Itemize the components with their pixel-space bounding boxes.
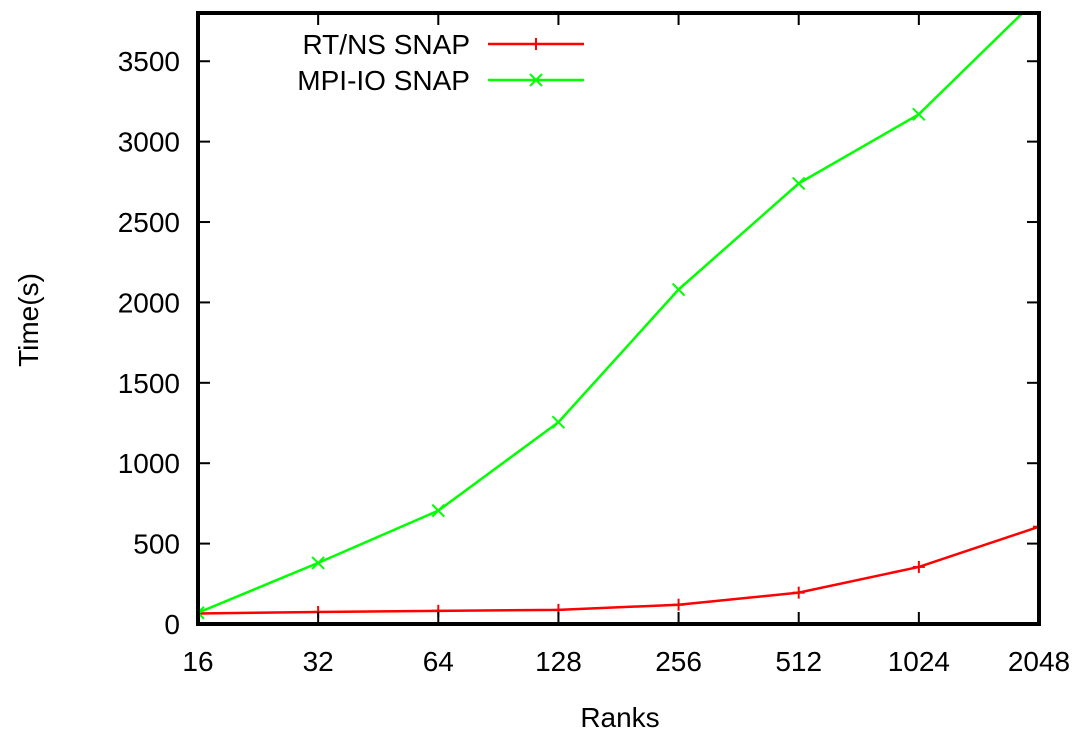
x-tick-label: 512 <box>775 646 822 677</box>
y-tick-label: 0 <box>164 609 180 640</box>
x-tick-label: 32 <box>303 646 334 677</box>
x-tick-label: 64 <box>423 646 454 677</box>
y-tick-label: 3500 <box>118 46 180 77</box>
legend-label: MPI-IO SNAP <box>297 65 470 96</box>
data-point <box>1033 520 1039 533</box>
x-tick-label: 2048 <box>1008 646 1070 677</box>
legend-label: RT/NS SNAP <box>302 29 470 60</box>
data-point <box>431 503 445 518</box>
data-point <box>311 556 325 570</box>
data-point <box>198 607 204 620</box>
data-point <box>198 606 205 620</box>
x-tick-label: 16 <box>182 646 213 677</box>
legend: RT/NS SNAP MPI-IO SNAP <box>297 29 584 96</box>
series-mpiio-snap <box>198 0 1045 620</box>
y-tick-label: 3000 <box>118 127 180 158</box>
y-tick-label: 2500 <box>118 207 180 238</box>
series-layer <box>198 0 1045 620</box>
data-point <box>1033 0 1045 3</box>
plot-frame <box>196 11 1041 626</box>
x-tick-label: 256 <box>655 646 702 677</box>
data-point <box>672 598 685 611</box>
data-point <box>912 107 926 122</box>
data-point <box>671 282 686 297</box>
legend-marker <box>530 38 542 50</box>
series-line <box>198 525 1039 615</box>
y-tick-label: 500 <box>133 529 180 560</box>
y-axis-title: Time(s) <box>13 273 44 367</box>
y-tick-label: 1000 <box>118 448 180 479</box>
data-point <box>912 560 925 573</box>
data-point <box>792 586 805 599</box>
y-tick-label: 2000 <box>118 287 180 318</box>
x-tick-label: 1024 <box>888 646 950 677</box>
data-point <box>551 415 566 429</box>
y-tick-label: 1500 <box>118 368 180 399</box>
legend-marker <box>529 73 543 87</box>
tick-layer: 16 32 64 128 256 512 1024 2048 0 500 1000 1500 2000 2… <box>118 13 1070 677</box>
x-axis-title: Ranks <box>580 702 659 733</box>
x-tick-label: 128 <box>535 646 582 677</box>
series-rtns-snap <box>198 520 1039 620</box>
series-line <box>198 13 1025 614</box>
data-point <box>792 176 806 191</box>
